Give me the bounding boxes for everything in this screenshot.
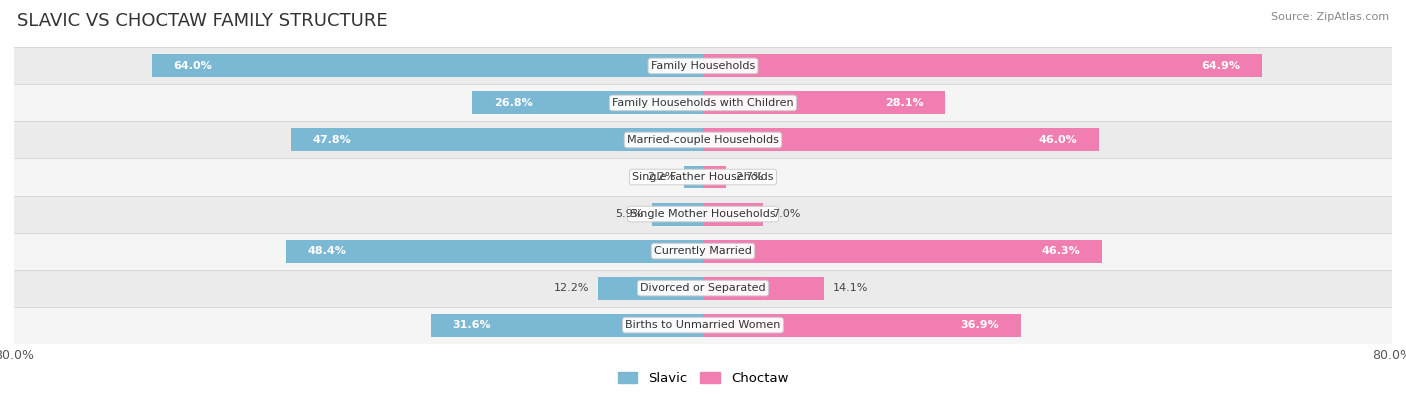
- Bar: [703, 314, 1021, 337]
- Text: 7.0%: 7.0%: [772, 209, 800, 219]
- Bar: [14, 233, 1392, 269]
- Text: 12.2%: 12.2%: [554, 283, 589, 293]
- Bar: [14, 47, 1392, 85]
- Bar: [14, 269, 1392, 307]
- Bar: [703, 92, 945, 115]
- Text: SLAVIC VS CHOCTAW FAMILY STRUCTURE: SLAVIC VS CHOCTAW FAMILY STRUCTURE: [17, 12, 388, 30]
- Bar: [703, 55, 1263, 77]
- Text: 31.6%: 31.6%: [453, 320, 491, 330]
- Text: 48.4%: 48.4%: [308, 246, 347, 256]
- Text: 47.8%: 47.8%: [314, 135, 352, 145]
- Bar: [14, 307, 1392, 344]
- Bar: [14, 121, 1392, 158]
- Bar: [703, 240, 1102, 263]
- Text: Divorced or Separated: Divorced or Separated: [640, 283, 766, 293]
- Bar: [598, 276, 703, 299]
- Bar: [703, 276, 824, 299]
- Text: Currently Married: Currently Married: [654, 246, 752, 256]
- Text: 46.3%: 46.3%: [1042, 246, 1080, 256]
- Bar: [472, 92, 703, 115]
- Text: 28.1%: 28.1%: [884, 98, 924, 108]
- Text: 2.2%: 2.2%: [647, 172, 675, 182]
- Bar: [652, 203, 703, 226]
- Bar: [291, 128, 703, 151]
- Text: 64.0%: 64.0%: [173, 61, 212, 71]
- Bar: [152, 55, 703, 77]
- Text: Source: ZipAtlas.com: Source: ZipAtlas.com: [1271, 12, 1389, 22]
- Bar: [14, 196, 1392, 233]
- Text: Births to Unmarried Women: Births to Unmarried Women: [626, 320, 780, 330]
- Text: Family Households: Family Households: [651, 61, 755, 71]
- Text: 36.9%: 36.9%: [960, 320, 1000, 330]
- Bar: [703, 166, 727, 188]
- Bar: [703, 128, 1099, 151]
- Bar: [685, 166, 703, 188]
- Legend: Slavic, Choctaw: Slavic, Choctaw: [613, 367, 793, 390]
- Bar: [703, 203, 763, 226]
- Bar: [287, 240, 703, 263]
- Bar: [14, 85, 1392, 121]
- Text: Married-couple Households: Married-couple Households: [627, 135, 779, 145]
- Text: 26.8%: 26.8%: [494, 98, 533, 108]
- Text: Single Father Households: Single Father Households: [633, 172, 773, 182]
- Text: Single Mother Households: Single Mother Households: [630, 209, 776, 219]
- Text: 46.0%: 46.0%: [1039, 135, 1077, 145]
- Bar: [14, 158, 1392, 196]
- Text: 5.9%: 5.9%: [616, 209, 644, 219]
- Text: 64.9%: 64.9%: [1201, 61, 1240, 71]
- Bar: [430, 314, 703, 337]
- Text: 2.7%: 2.7%: [735, 172, 763, 182]
- Text: Family Households with Children: Family Households with Children: [612, 98, 794, 108]
- Text: 14.1%: 14.1%: [832, 283, 869, 293]
